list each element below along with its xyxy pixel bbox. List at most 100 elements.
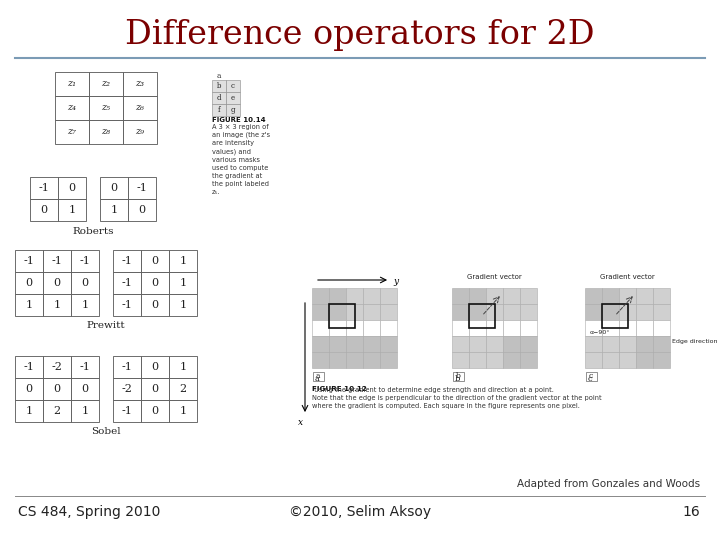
Text: α−90°: α−90° [590,330,611,335]
Text: b: b [455,375,460,383]
Bar [43,378,71,400]
Bar [312,304,329,320]
Bar [71,272,99,294]
Text: -2: -2 [52,362,63,372]
Text: 1: 1 [179,256,186,266]
Bar [71,400,99,422]
Bar [312,336,329,352]
Bar [89,120,123,144]
Bar [636,336,653,352]
Text: 0: 0 [81,278,89,288]
Text: d: d [217,94,221,102]
Bar [169,400,197,422]
Text: -1: -1 [122,278,132,288]
Bar [346,320,363,336]
Bar [452,304,469,320]
Bar [586,372,597,381]
Bar [503,320,520,336]
Bar [585,320,602,336]
Bar [113,272,141,294]
Bar [89,96,123,120]
Bar [380,352,397,368]
Text: e: e [231,94,235,102]
Bar [346,304,363,320]
Bar [602,304,628,328]
Bar [619,352,636,368]
Bar [486,288,503,304]
Bar [312,288,329,304]
Bar [329,304,354,328]
Text: ©2010, Selim Aksoy: ©2010, Selim Aksoy [289,505,431,519]
Bar [15,356,43,378]
Bar [141,356,169,378]
Bar [15,378,43,400]
Bar [346,352,363,368]
Text: z₈: z₈ [102,127,110,137]
Text: 1: 1 [25,406,32,416]
Bar [43,400,71,422]
Bar [380,288,397,304]
Text: -1: -1 [122,406,132,416]
Text: CS 484, Spring 2010: CS 484, Spring 2010 [18,505,161,519]
Text: 0: 0 [110,183,117,193]
Text: 1: 1 [179,406,186,416]
Bar [100,199,128,221]
Bar [43,356,71,378]
Bar [363,288,380,304]
Text: 0: 0 [151,362,158,372]
Bar [520,336,537,352]
Text: -1: -1 [122,300,132,310]
Bar [602,320,619,336]
Text: 0: 0 [25,384,32,394]
Bar [113,378,141,400]
Text: FIGURE 10.12: FIGURE 10.12 [312,386,367,392]
Bar [653,288,670,304]
Text: 0: 0 [40,205,48,215]
Bar [169,378,197,400]
Text: -2: -2 [122,384,132,394]
Bar [71,250,99,272]
Text: c: c [588,375,593,383]
Bar [619,304,636,320]
Bar [520,304,537,320]
Text: b: b [456,372,460,380]
Bar [141,272,169,294]
Bar [653,320,670,336]
Text: 1: 1 [68,205,76,215]
Text: 1: 1 [81,300,89,310]
Text: y: y [393,276,398,286]
Bar [58,199,86,221]
Text: 0: 0 [151,300,158,310]
Bar [619,320,636,336]
Bar [452,352,469,368]
Bar [503,336,520,352]
Bar [212,80,226,92]
Bar [71,356,99,378]
Bar [89,72,123,96]
Bar [520,288,537,304]
Bar [469,320,486,336]
Bar [313,372,324,381]
Text: 0: 0 [25,278,32,288]
Text: f: f [217,106,220,114]
Text: Gradient vector: Gradient vector [467,274,522,280]
Text: -1: -1 [80,256,91,266]
Bar [452,320,469,336]
Bar [141,400,169,422]
Text: Roberts: Roberts [72,226,114,235]
Bar [15,294,43,316]
Bar [602,304,619,320]
Bar [123,72,157,96]
Bar [55,96,89,120]
Text: 0: 0 [151,406,158,416]
Bar [329,336,346,352]
Bar [43,294,71,316]
Bar [453,372,464,381]
Bar [520,320,537,336]
Text: 0: 0 [151,278,158,288]
Bar [486,304,503,320]
Bar [58,177,86,199]
Text: Gradient vector: Gradient vector [600,274,655,280]
Bar [602,288,619,304]
Text: z₂: z₂ [102,79,110,89]
